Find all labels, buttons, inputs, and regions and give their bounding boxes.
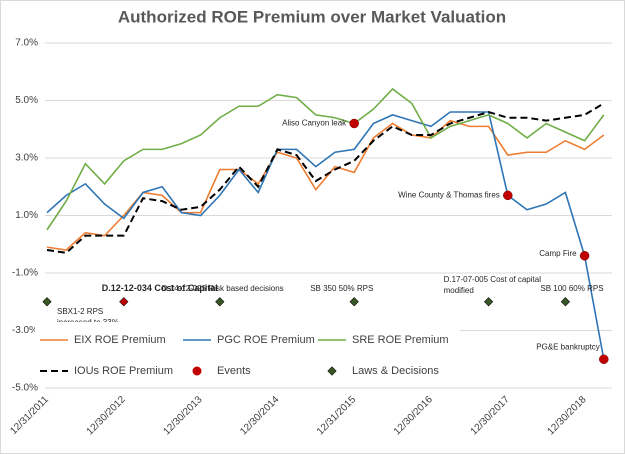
legend-label: Events xyxy=(217,365,251,377)
y-tick-label: -5.0% xyxy=(12,383,38,394)
legend-label: IOUs ROE Premium xyxy=(74,365,173,377)
event-marker xyxy=(349,118,359,129)
event-label: PG&E bankruptcy xyxy=(536,342,600,351)
legend-swatch xyxy=(327,366,337,376)
y-tick-label: 5.0% xyxy=(15,95,38,106)
legend-swatch xyxy=(192,366,202,376)
law-label: SBX1-2 RPS xyxy=(57,307,103,316)
law-marker xyxy=(119,297,129,307)
y-tick-label: 3.0% xyxy=(15,153,38,164)
legend-label: EIX ROE Premium xyxy=(74,334,166,346)
law-label: D.17-07-005 Cost of capital xyxy=(444,275,542,284)
law-marker xyxy=(484,297,494,307)
legend-label: SRE ROE Premium xyxy=(352,334,449,346)
event-marker xyxy=(599,354,609,364)
event-label: Camp Fire xyxy=(539,249,577,258)
series-line xyxy=(46,102,605,254)
legend-box xyxy=(35,322,460,384)
series-line xyxy=(46,87,605,231)
law-label: SB 350 50% RPS xyxy=(310,284,373,293)
law-label: D.14-12-025 Risk based decisions xyxy=(162,284,284,293)
law-label: D.12-12-034 Cost of Capital xyxy=(102,283,218,293)
law-label: modified xyxy=(444,286,474,295)
event-marker xyxy=(503,190,513,201)
law-marker xyxy=(560,297,570,307)
event-label: Aliso Canyon leak xyxy=(282,119,347,128)
event-label: Wine County & Thomas fires xyxy=(398,190,500,199)
y-tick-label: -3.0% xyxy=(12,325,38,336)
event-marker xyxy=(579,251,590,261)
law-marker xyxy=(42,297,52,307)
legend-label: PGC ROE Premium xyxy=(217,334,315,346)
law-marker xyxy=(349,297,359,307)
chart-title: Authorized ROE Premium over Market Valua… xyxy=(118,7,506,26)
law-label: SB 100 60% RPS xyxy=(540,284,603,293)
y-tick-label: -1.0% xyxy=(12,268,38,279)
y-tick-label: 1.0% xyxy=(15,210,38,221)
legend-label: Laws & Decisions xyxy=(352,365,439,377)
law-marker xyxy=(215,297,225,307)
y-tick-label: 7.0% xyxy=(15,38,38,49)
